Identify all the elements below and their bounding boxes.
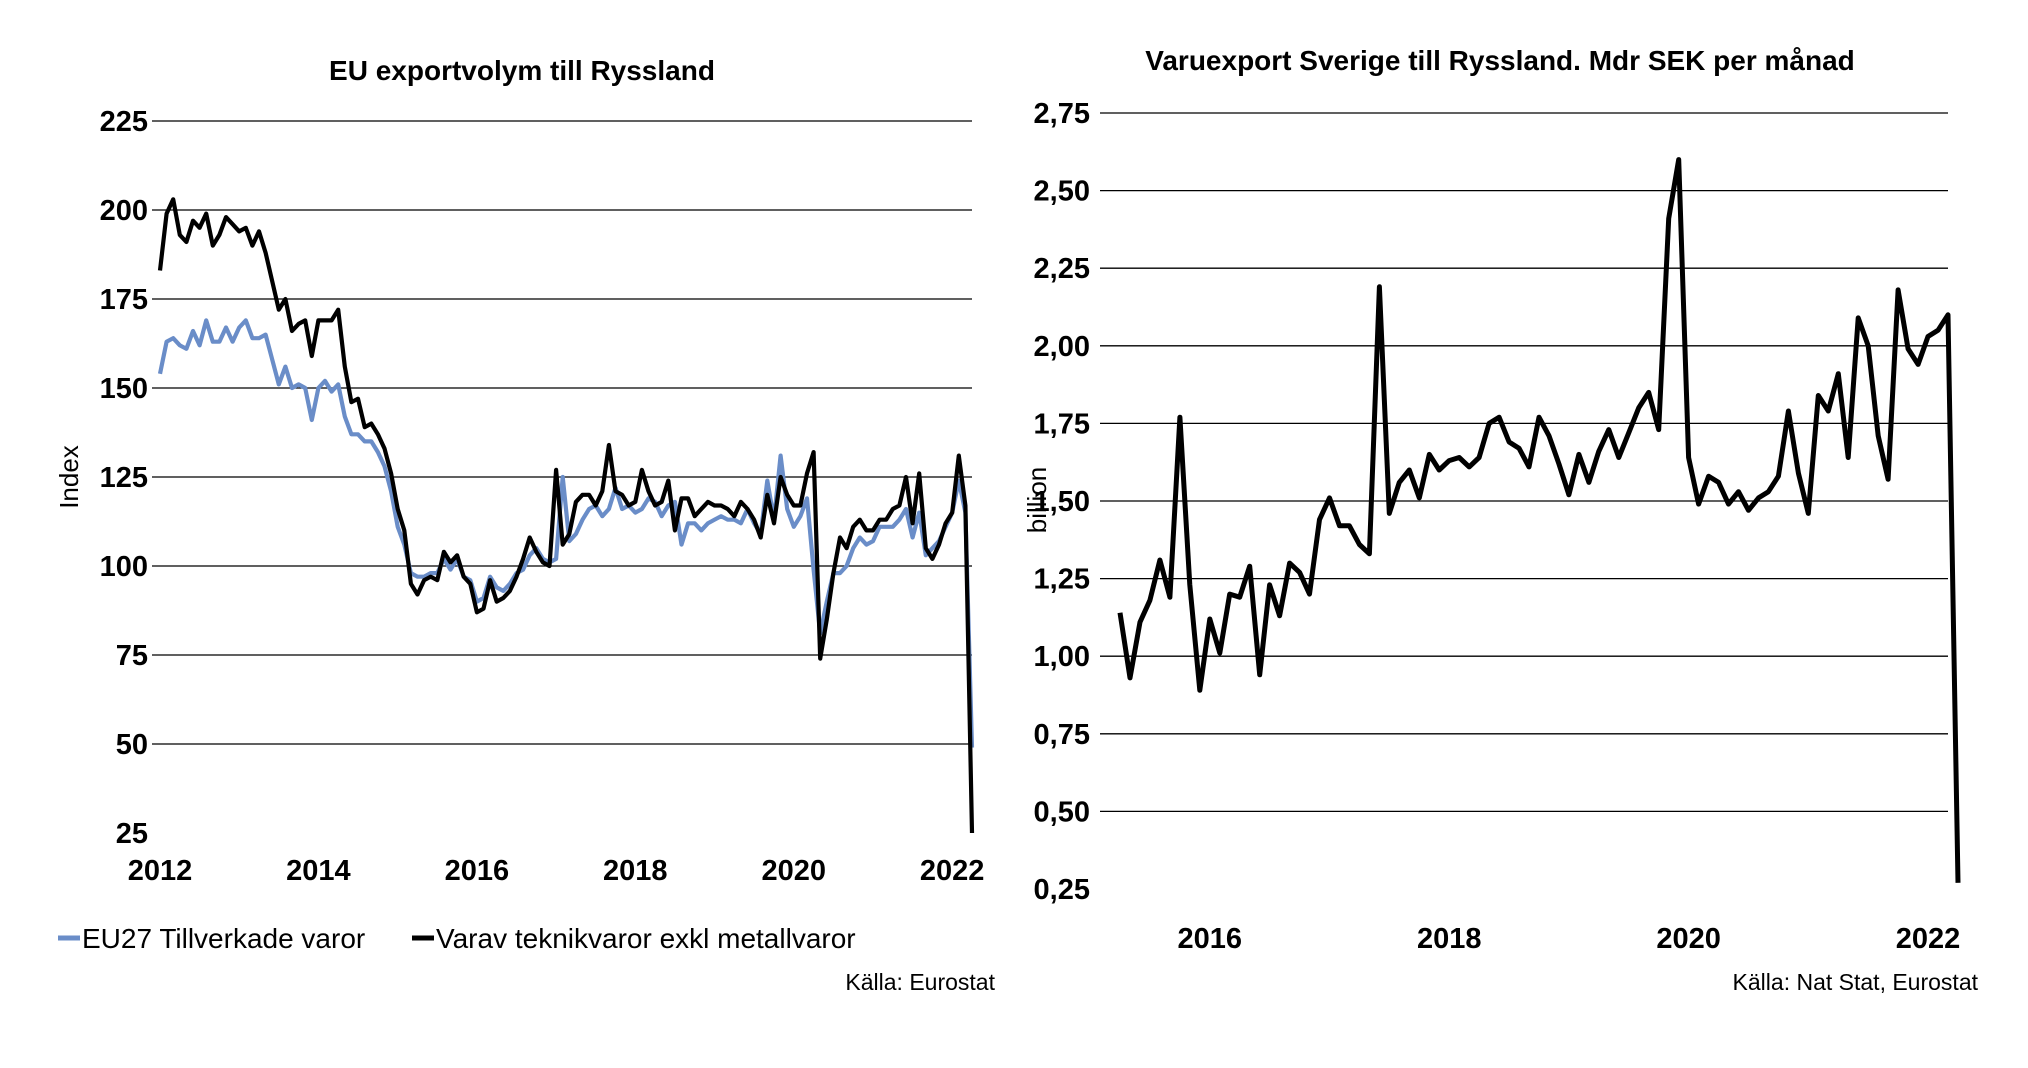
- right-chart: Varuexport Sverige till Ryssland. Mdr SE…: [1022, 45, 1979, 995]
- x-tick-label: 2014: [286, 855, 351, 887]
- left-chart-title: EU exportvolym till Ryssland: [329, 55, 715, 86]
- y-tick-label: 2,75: [1034, 98, 1090, 130]
- y-tick-label: 2,00: [1034, 331, 1090, 363]
- y-tick-label: 75: [116, 640, 148, 672]
- left-chart-lines: [157, 197, 975, 834]
- right-chart-y-axis: 2,75 2,50 2,25 2,00 1,75 1,50 1,25 1,00 0,75 0,50…: [1034, 98, 1090, 906]
- x-tick-label: 2012: [128, 855, 193, 887]
- left-chart: EU exportvolym till Ryssland 225 200 175 15…: [54, 55, 996, 995]
- y-tick-label: 125: [100, 462, 148, 494]
- y-tick-label: 175: [100, 284, 148, 316]
- y-tick-label: 0,25: [1034, 874, 1090, 906]
- y-tick-label: 1,50: [1034, 486, 1090, 518]
- y-tick-label: 200: [100, 195, 148, 227]
- left-chart-y-axis: 225 200 175 150 125 100 75 50 25: [100, 106, 148, 850]
- x-tick-label: 2018: [603, 855, 668, 887]
- left-chart-y-label: Index: [54, 445, 84, 509]
- x-tick-label: 2018: [1417, 923, 1482, 955]
- legend-label-teknikvaror: Varav teknikvaror exkl metallvaror: [436, 923, 856, 954]
- left-chart-x-axis: 2012 2014 2016 2018 2020 2022: [128, 855, 985, 887]
- y-tick-label: 1,00: [1034, 641, 1090, 673]
- y-tick-label: 225: [100, 106, 148, 138]
- y-tick-label: 1,25: [1034, 564, 1090, 596]
- left-chart-legend: EU27 Tillverkade varor Varav teknikvaror…: [58, 923, 856, 954]
- y-tick-label: 50: [116, 729, 148, 761]
- left-chart-source: Källa: Eurostat: [845, 969, 995, 995]
- right-chart-gridlines: [1100, 112, 1948, 813]
- x-tick-label: 2022: [1896, 923, 1961, 955]
- y-tick-label: 2,25: [1034, 253, 1090, 285]
- left-chart-gridlines: [152, 120, 972, 745]
- series-line-1: [1117, 157, 1961, 883]
- x-tick-label: 2020: [761, 855, 826, 887]
- right-chart-y-label: billion: [1022, 467, 1052, 534]
- right-chart-title: Varuexport Sverige till Ryssland. Mdr SE…: [1145, 45, 1855, 76]
- right-chart-x-axis: 2016 2018 2020 2022: [1178, 923, 1961, 955]
- y-tick-label: 0,75: [1034, 719, 1090, 751]
- series-line-1: [157, 318, 975, 748]
- legend-label-eu27: EU27 Tillverkade varor: [82, 923, 365, 954]
- y-tick-label: 150: [100, 373, 148, 405]
- y-tick-label: 2,50: [1034, 176, 1090, 208]
- y-tick-label: 1,75: [1034, 408, 1090, 440]
- x-tick-label: 2020: [1656, 923, 1721, 955]
- y-tick-label: 25: [116, 818, 148, 850]
- right-chart-lines: [1117, 157, 1961, 883]
- x-tick-label: 2022: [920, 855, 985, 887]
- right-chart-source: Källa: Nat Stat, Eurostat: [1733, 969, 1979, 995]
- series-line-2: [157, 197, 975, 834]
- y-tick-label: 100: [100, 551, 148, 583]
- x-tick-label: 2016: [1178, 923, 1243, 955]
- x-tick-label: 2016: [445, 855, 510, 887]
- y-tick-label: 0,50: [1034, 796, 1090, 828]
